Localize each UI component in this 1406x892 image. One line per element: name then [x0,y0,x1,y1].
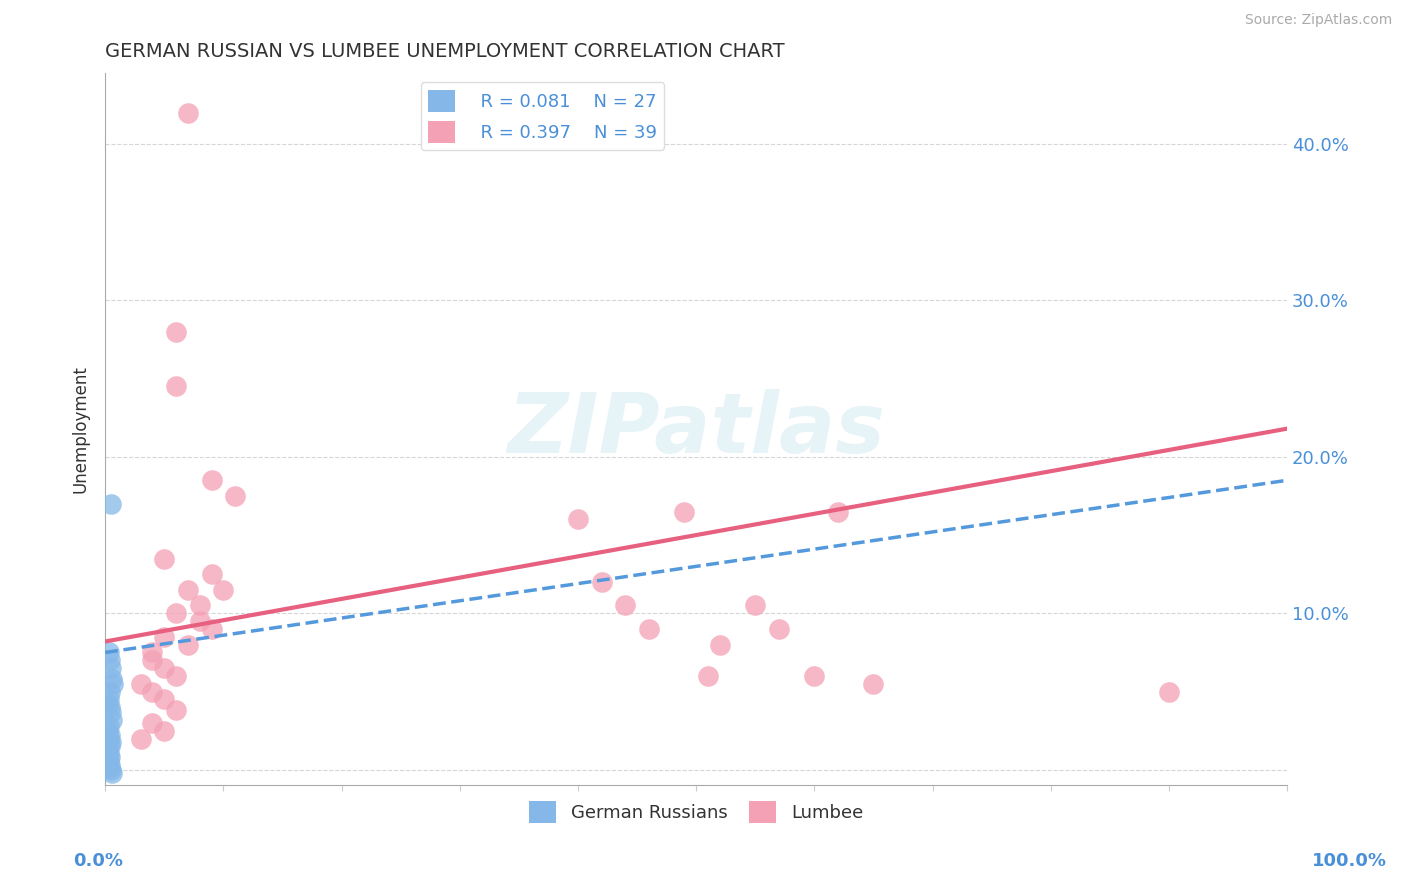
Point [97,692,120,706]
Point [97,731,120,746]
Point [768,622,790,636]
Point [129,677,152,691]
Point [97,747,120,761]
Point [697,669,720,683]
Point [101,672,124,686]
Point [97,645,120,659]
Point [591,574,613,589]
Point [803,669,825,683]
Point [709,638,731,652]
Point [165,703,187,717]
Point [98,739,121,754]
Point [188,599,211,613]
Point [165,669,187,683]
Point [98,728,121,742]
Point [188,614,211,628]
Point [153,692,176,706]
Point [100,661,122,675]
Point [141,684,163,698]
Point [97,761,120,775]
Point [200,622,222,636]
Point [1157,684,1180,698]
Point [100,705,122,719]
Point [141,715,163,730]
Point [212,582,235,597]
Point [153,630,176,644]
Text: Source: ZipAtlas.com: Source: ZipAtlas.com [1244,13,1392,28]
Point [98,653,121,667]
Point [97,744,120,758]
Point [129,731,152,746]
Point [200,473,222,487]
Point [614,599,637,613]
Point [141,653,163,667]
Point [862,677,884,691]
Point [744,599,766,613]
Point [567,512,589,526]
Point [165,325,187,339]
Point [97,723,120,738]
Point [103,677,125,691]
Point [177,582,200,597]
Point [827,505,849,519]
Text: 0.0%: 0.0% [73,852,124,870]
Text: GERMAN RUSSIAN VS LUMBEE UNEMPLOYMENT CORRELATION CHART: GERMAN RUSSIAN VS LUMBEE UNEMPLOYMENT CO… [105,42,785,61]
Point [97,719,120,733]
Point [673,505,696,519]
Point [153,661,176,675]
Point [224,489,246,503]
Point [98,750,121,764]
Y-axis label: Unemployment: Unemployment [72,366,89,493]
Point [97,756,120,771]
Point [98,758,121,772]
Point [153,551,176,566]
Text: ZIPatlas: ZIPatlas [508,389,886,470]
Point [98,700,121,714]
Point [100,497,122,511]
Point [98,684,121,698]
Point [200,567,222,582]
Point [638,622,661,636]
Point [100,763,122,777]
Point [141,645,163,659]
Legend: German Russians, Lumbee: German Russians, Lumbee [522,793,870,830]
Point [97,697,120,711]
Point [165,379,187,393]
Text: 100.0%: 100.0% [1312,852,1388,870]
Point [177,105,200,120]
Point [100,734,122,748]
Point [101,713,124,727]
Point [165,607,187,621]
Point [97,753,120,767]
Point [101,766,124,780]
Point [153,723,176,738]
Point [177,638,200,652]
